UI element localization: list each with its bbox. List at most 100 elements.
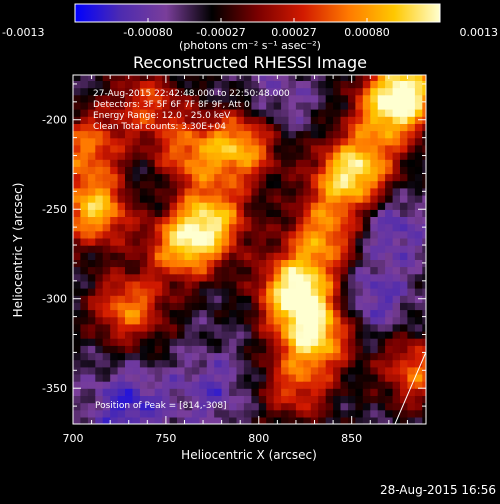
heatmap-cell bbox=[355, 259, 364, 268]
heatmap-cell bbox=[73, 352, 81, 361]
heatmap-cell bbox=[206, 123, 215, 132]
heatmap-cell bbox=[310, 166, 319, 175]
heatmap-cell bbox=[310, 309, 319, 318]
heatmap-cell bbox=[355, 137, 364, 146]
heatmap-cell bbox=[385, 180, 394, 189]
heatmap-cell bbox=[303, 87, 312, 96]
heatmap-cell bbox=[273, 373, 282, 382]
heatmap-cell bbox=[348, 288, 356, 296]
heatmap-cell bbox=[177, 409, 185, 418]
heatmap-cell bbox=[184, 87, 193, 96]
heatmap-cell bbox=[236, 116, 245, 124]
heatmap-cell bbox=[422, 173, 426, 182]
heatmap-cell bbox=[273, 309, 282, 318]
heatmap-cell bbox=[191, 75, 200, 81]
heatmap-cell bbox=[400, 216, 408, 225]
heatmap-cell bbox=[95, 288, 104, 296]
heatmap-cell bbox=[125, 359, 133, 368]
heatmap-cell bbox=[281, 223, 290, 232]
heatmap-cell bbox=[206, 116, 215, 124]
heatmap-cell bbox=[348, 152, 356, 160]
heatmap-cell bbox=[281, 130, 290, 139]
heatmap-cell bbox=[169, 166, 178, 175]
heatmap-cell bbox=[288, 330, 297, 339]
heatmap-cell bbox=[139, 359, 148, 368]
heatmap-cell bbox=[340, 202, 349, 210]
heatmap-cell bbox=[281, 352, 290, 361]
heatmap-cell bbox=[184, 80, 193, 89]
heatmap-cell bbox=[333, 75, 342, 81]
heatmap-cell bbox=[132, 223, 141, 232]
heatmap-cell bbox=[288, 159, 297, 167]
heatmap-cell bbox=[295, 309, 304, 318]
heatmap-cell bbox=[348, 80, 356, 89]
heatmap-cell bbox=[318, 209, 327, 217]
heatmap-cell bbox=[273, 202, 282, 210]
heatmap-cell bbox=[414, 323, 423, 332]
heatmap-cell bbox=[400, 402, 408, 411]
heatmap-cell bbox=[303, 266, 312, 275]
heatmap-cell bbox=[139, 402, 148, 411]
heatmap-cell bbox=[184, 409, 193, 418]
heatmap-cell bbox=[110, 75, 119, 81]
heatmap-cell bbox=[184, 94, 193, 103]
heatmap-cell bbox=[229, 345, 238, 354]
heatmap-cell bbox=[266, 388, 275, 396]
heatmap-cell bbox=[162, 359, 171, 368]
heatmap-cell bbox=[362, 173, 371, 182]
heatmap-cell bbox=[236, 80, 245, 89]
heatmap-cell bbox=[288, 273, 297, 282]
heatmap-cell bbox=[117, 252, 126, 260]
heatmap-cell bbox=[377, 280, 386, 289]
heatmap-cell bbox=[251, 159, 260, 167]
heatmap-cell bbox=[243, 366, 252, 375]
heatmap-cell bbox=[310, 180, 319, 189]
heatmap-cell bbox=[154, 309, 163, 318]
y-tick-label: -300 bbox=[42, 293, 67, 306]
heatmap-cell bbox=[422, 245, 426, 253]
heatmap-cell bbox=[303, 302, 312, 311]
heatmap-cell bbox=[110, 152, 119, 160]
heatmap-cell bbox=[80, 94, 89, 103]
heatmap-cell bbox=[236, 173, 245, 182]
heatmap-cell bbox=[221, 152, 230, 160]
heatmap-cell bbox=[340, 87, 349, 96]
heatmap-cell bbox=[110, 359, 119, 368]
heatmap-cell bbox=[132, 388, 141, 396]
heatmap-cell bbox=[385, 352, 394, 361]
heatmap-cell bbox=[73, 94, 81, 103]
heatmap-cell bbox=[340, 166, 349, 175]
heatmap-cell bbox=[422, 280, 426, 289]
heatmap-cell bbox=[139, 159, 148, 167]
heatmap-cell bbox=[355, 187, 364, 196]
heatmap-cell bbox=[362, 295, 371, 303]
heatmap-cell bbox=[221, 173, 230, 182]
heatmap-cell bbox=[385, 166, 394, 175]
heatmap-cell bbox=[295, 373, 304, 382]
heatmap-cell bbox=[340, 280, 349, 289]
heatmap-cell bbox=[325, 259, 334, 268]
heatmap-cell bbox=[385, 309, 394, 318]
heatmap-cell bbox=[370, 187, 379, 196]
heatmap-cell bbox=[80, 87, 89, 96]
heatmap-cell bbox=[80, 75, 89, 81]
heatmap-cell bbox=[370, 166, 379, 175]
heatmap-cell bbox=[281, 230, 290, 239]
heatmap-cell bbox=[310, 194, 319, 203]
heatmap-cell bbox=[310, 94, 319, 103]
heatmap-cell bbox=[295, 209, 304, 217]
heatmap-cell bbox=[154, 373, 163, 382]
heatmap-cell bbox=[169, 330, 178, 339]
heatmap-cell bbox=[348, 166, 356, 175]
heatmap-cell bbox=[154, 338, 163, 346]
heatmap-cell bbox=[199, 381, 208, 389]
heatmap-cell bbox=[95, 245, 104, 253]
heatmap-cell bbox=[87, 273, 96, 282]
heatmap-cell bbox=[169, 323, 178, 332]
heatmap-cell bbox=[139, 123, 148, 132]
heatmap-cell bbox=[169, 237, 178, 246]
heatmap-cell bbox=[147, 137, 156, 146]
heatmap-cell bbox=[414, 137, 423, 146]
heatmap-cell bbox=[117, 323, 126, 332]
heatmap-cell bbox=[147, 230, 156, 239]
